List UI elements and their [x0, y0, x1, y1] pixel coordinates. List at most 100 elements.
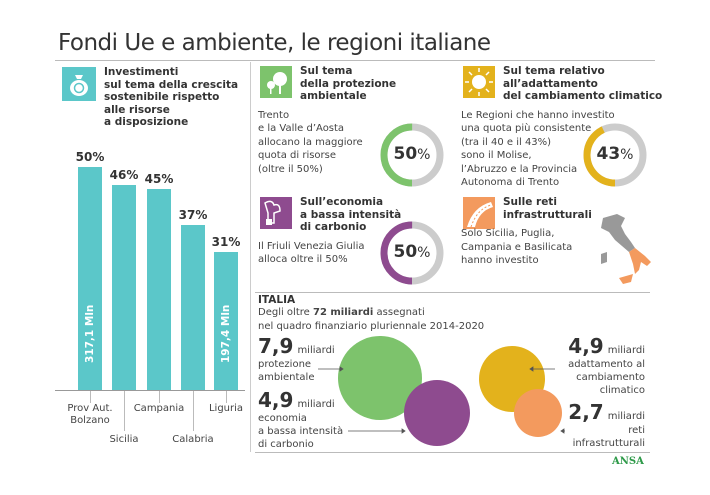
text-line: Campania e Basilicata [461, 241, 573, 253]
bubble-reti [514, 389, 562, 437]
heading-line: Sull’economia [300, 196, 384, 208]
category-label: Sicilia [109, 434, 139, 445]
tick [124, 391, 125, 431]
amount-label: ambientale [258, 372, 315, 383]
amount-label: climatico [599, 385, 645, 396]
heading-line: a bassa intensità [300, 208, 402, 221]
heading-line: ambientale [300, 90, 367, 102]
bar-value-label: 37% [178, 207, 208, 222]
bottom-divider [255, 452, 650, 453]
donut-unit: % [417, 245, 431, 261]
donut-gauge [583, 123, 647, 187]
amount-value: 2,7 [568, 400, 604, 424]
page-title: Fondi Ue e ambiente, le regioni italiane [58, 30, 491, 56]
text-line: l’Abruzzo e la Provincia [461, 163, 578, 175]
donut-label: 50% [382, 242, 442, 262]
amount-value: 4,9 [258, 388, 294, 412]
heading-line: del cambiamento climatico [503, 90, 663, 102]
amount-label: a bassa intensità [258, 426, 344, 437]
panel-heading: Sul tema della protezione ambientale [300, 65, 396, 103]
bubble-protezione [338, 336, 422, 420]
italia-item: 4,9 miliardi economia a bassa intensità di c… [258, 388, 453, 451]
sub-text: Degli oltre [258, 307, 313, 318]
cat-part: Bolzano [70, 415, 110, 426]
amount-row: 2,7 miliardi [450, 400, 645, 424]
category-label: Liguria [208, 403, 244, 414]
factory-smoke-icon [260, 197, 292, 229]
bar [78, 167, 102, 390]
panel-heading: Sulle reti infrastrutturali [503, 196, 592, 221]
italia-item: 7,9 miliardi protezione ambientale [258, 334, 453, 384]
italia-subtitle: Degli oltre 72 miliardi assegnati nel qua… [258, 306, 484, 333]
road-icon [463, 197, 495, 229]
text-line: Autonoma di Trento [461, 177, 560, 188]
heading-line: a disposizione [104, 116, 189, 128]
tree-icon [260, 66, 292, 98]
panel-text: Trento e la Valle d’Aosta allocano la magg… [258, 109, 363, 177]
amount-label: economia [258, 413, 307, 424]
text-line: Solo Sicilia, Puglia, [461, 228, 555, 239]
text-line: hanno investito [461, 255, 539, 266]
donut-fill [380, 221, 444, 285]
heading-line: sostenibile rispetto [104, 91, 220, 103]
amount-label: reti [628, 425, 645, 436]
italia-item: 4,9 miliardi adattamento al cambiamento clim… [450, 334, 645, 397]
text-line: una quota più consistente [461, 123, 592, 134]
column-divider [250, 62, 251, 452]
bubble-economia [404, 380, 470, 446]
category-label: Calabria [172, 434, 214, 445]
heading-line: di carbonio [300, 221, 367, 233]
amount-label: infrastrutturali [572, 438, 645, 449]
amount-value: 4,9 [568, 334, 604, 358]
heading-line: infrastrutturali [503, 208, 592, 221]
text-line: Le Regioni che hanno investito [461, 109, 615, 121]
donut-value: 50 [393, 242, 418, 262]
money-bag-euro-icon [62, 67, 96, 101]
donut-label: 50% [382, 144, 442, 164]
left-heading: Investimenti sul tema della crescita sos… [104, 66, 238, 129]
tick [90, 391, 91, 403]
text-line: (oltre il 50%) [258, 163, 323, 175]
bar-value-label: 46% [109, 167, 139, 182]
category-label: Campania [133, 403, 185, 414]
panel-text: Solo Sicilia, Puglia, Campania e Basilica… [461, 227, 572, 268]
sub-text: assegnati [373, 307, 425, 318]
tick [159, 391, 160, 403]
donut-unit: % [620, 147, 634, 163]
sub-line2: nel quadro finanziario pluriennale 2014-… [258, 320, 485, 332]
cat-part: Prov Aut. [67, 403, 113, 414]
title-divider [55, 60, 655, 61]
bar-value-label: 45% [144, 172, 174, 187]
bar [181, 224, 205, 390]
donut-fill [380, 123, 444, 187]
text-line: e la Valle d’Aosta [258, 123, 345, 134]
donut-value: 43 [596, 144, 621, 164]
x-axis [55, 390, 245, 391]
heading-line: Sul tema [300, 65, 353, 77]
heading-line: Sulle reti [503, 196, 557, 208]
text-line: sono il Molise, [461, 150, 532, 161]
text-line: (tra il 40 e il 43%) [461, 136, 552, 148]
tick [226, 391, 227, 403]
bar-value-label: 31% [211, 234, 241, 249]
text-line: alloca oltre il 50% [258, 254, 348, 265]
donut-gauge [380, 123, 444, 187]
italy-map-icon [601, 214, 651, 284]
donut-unit: % [417, 147, 431, 163]
ansa-logo: ANSA [612, 456, 644, 467]
amount-unit: miliardi [297, 345, 335, 356]
bar [214, 251, 238, 390]
heading-line: alle risorse [104, 103, 170, 116]
italia-heading: ITALIA [258, 294, 296, 306]
sun-icon [463, 66, 495, 98]
panel-heading: Sul tema relativo all’adattamento del camb… [503, 65, 662, 103]
sub-bold: 72 miliardi [312, 307, 374, 318]
donut-value: 50 [393, 144, 418, 164]
heading-line: sul tema della crescita [104, 78, 239, 91]
amount-row: 4,9 miliardi [450, 334, 645, 358]
amount-value: 7,9 [258, 334, 294, 358]
amount-label: cambiamento [576, 372, 645, 383]
bar [147, 189, 171, 390]
donut-label: 43% [585, 144, 645, 164]
